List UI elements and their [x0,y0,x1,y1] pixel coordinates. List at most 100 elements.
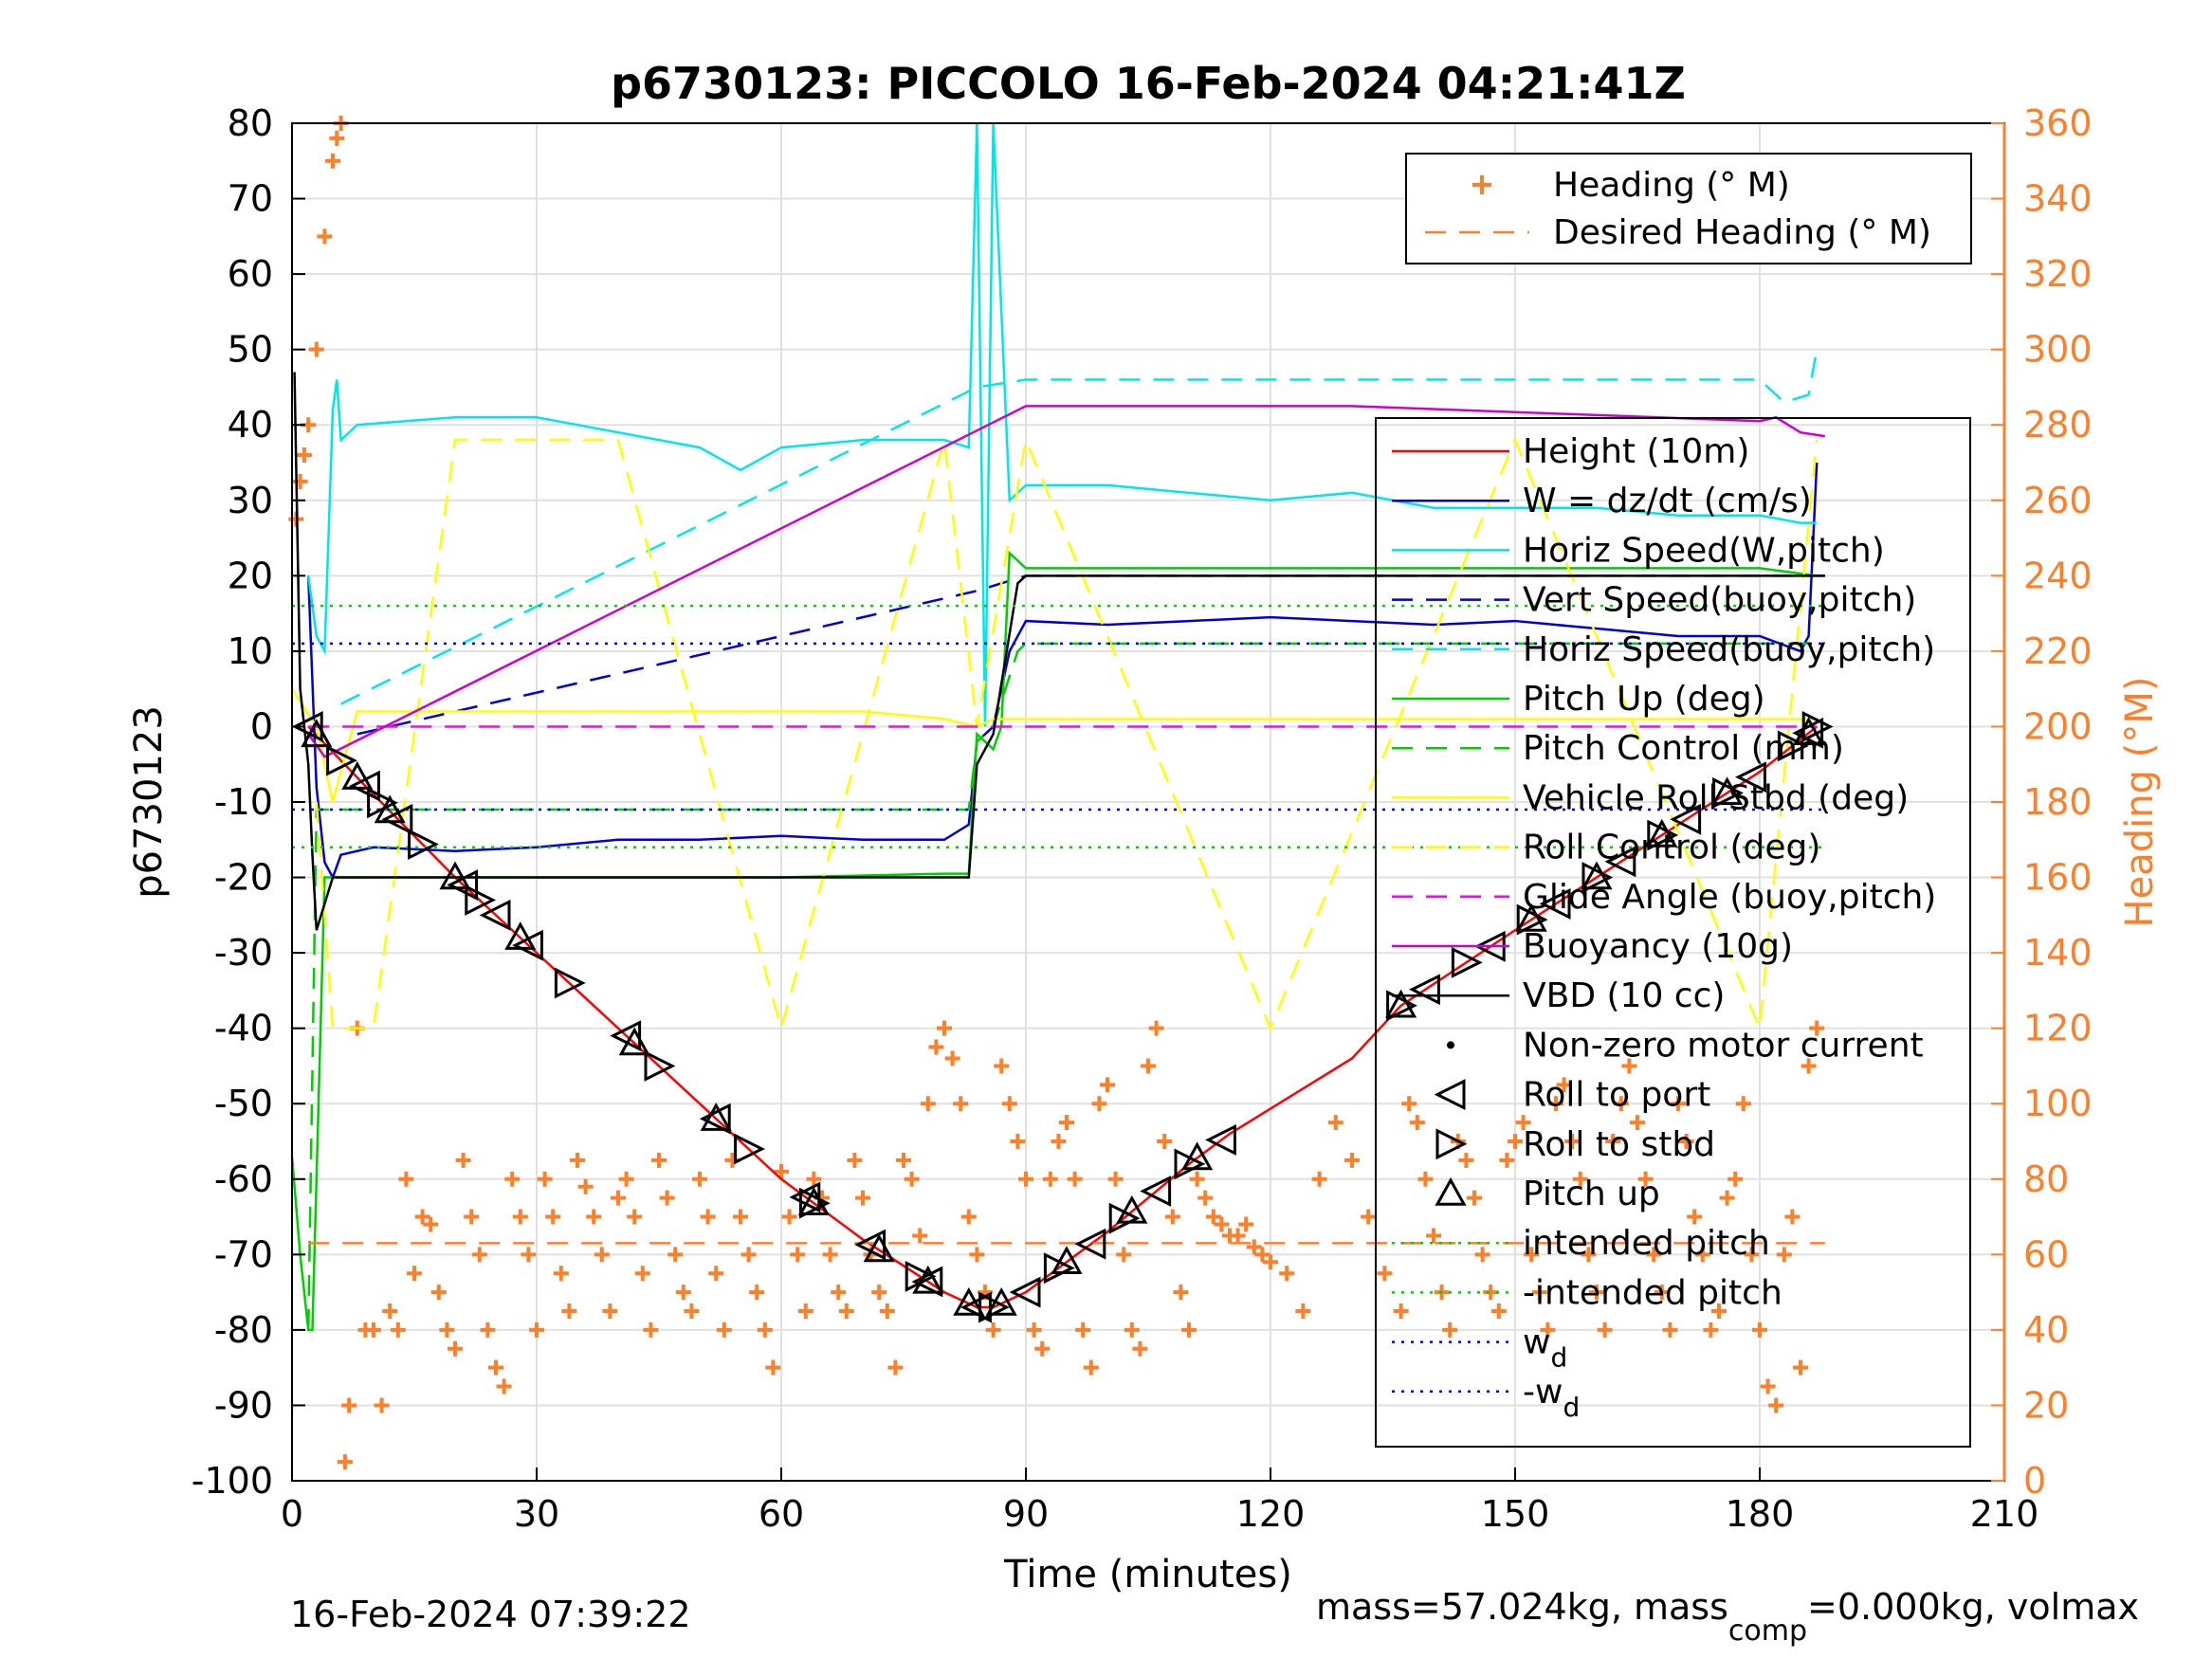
roll-to-stbd-marker [1386,990,1417,1022]
heading-point [740,1247,757,1263]
legend-label: Horiz Speed(W,pitch) [1523,531,1885,570]
heading-point [1776,1247,1792,1263]
heading-point [708,1266,724,1282]
heading-point [366,1322,381,1338]
heading-point [896,1152,911,1168]
y-right-tick-label: 180 [2023,781,2093,823]
heading-point [1531,1285,1547,1301]
series-line [306,642,1818,1330]
heading-point [1621,1058,1637,1074]
heading-point [1295,1304,1311,1319]
pitch-up-marker [374,794,406,824]
y-right-tick-label: 320 [2023,253,2093,295]
heading-point [448,1340,463,1357]
legend-label: W = dz/dt (cm/s) [1523,482,1812,520]
heading-point [1344,1152,1360,1168]
series-line [306,462,1819,881]
heading-point [659,1190,675,1206]
y-right-tick-label: 340 [2023,178,2093,220]
heading-point [308,341,324,357]
heading-point [1083,1359,1099,1376]
heading-point [994,1058,1010,1074]
legend-label: Buoyancy (10g) [1523,927,1793,966]
heading-point [1540,1322,1556,1338]
x-tick-label: 0 [281,1493,303,1535]
pitch-up-marker [504,921,537,950]
legend-label: Pitch up [1523,1175,1660,1213]
pitch-up-marker [301,719,333,748]
x-tick-label: 180 [1726,1493,1795,1535]
grid [291,122,2005,1482]
heading-point [1181,1322,1197,1338]
heading-point [455,1152,471,1168]
legend-label: -wd [1523,1373,1580,1423]
heading-point [790,1247,806,1263]
pitch-up-marker [953,1286,985,1316]
heading-point [1107,1171,1124,1187]
heading-point [651,1152,667,1168]
roll-to-port-marker [1670,803,1702,835]
heading-point [586,1209,602,1225]
heading-point [985,1322,1001,1338]
heading-point [879,1304,895,1319]
pitch-up-marker [1646,818,1678,848]
roll-to-stbd-marker [465,884,497,916]
heading-point [937,1020,952,1036]
y-left-tick-label: -90 [214,1384,273,1426]
legend-label: Non-zero motor current [1523,1026,1924,1065]
heading-point [1809,1020,1825,1036]
heading-point [1034,1340,1051,1357]
heading-point [953,1096,969,1112]
heading-point [1401,1096,1417,1112]
legend-label: Pitch Up (deg) [1523,680,1765,719]
heading-point [1010,1134,1026,1149]
heading-point [1141,1058,1156,1074]
heading-point [1042,1171,1058,1187]
roll-to-port-marker [699,1103,731,1135]
legend-label-subscript: d [1550,1342,1567,1374]
tick-layer: 0 30 60 90 120 150 180 21080706050403020100-10-… [192,102,2093,1535]
heading-point [797,1304,814,1319]
heading-point [1051,1134,1067,1149]
heading-point [1124,1322,1140,1338]
heading-point [1205,1209,1221,1225]
heading-point [1426,1228,1441,1244]
x-tick-label: 210 [1970,1493,2039,1535]
heading-point [1793,1359,1808,1376]
heading-point [545,1209,561,1225]
x-tick-label: 60 [759,1493,804,1535]
heading-point [553,1266,569,1282]
y-left-tick-label: -60 [214,1158,273,1200]
y-axis-label-right: Heading (°M) [2118,677,2162,928]
heading-point [781,1209,797,1225]
roll-to-stbd-marker [1647,819,1679,851]
y-right-tick-label: 140 [2023,932,2093,974]
heading-point [1678,1134,1694,1149]
heading-point [627,1209,643,1225]
heading-point [1637,1171,1654,1187]
heading-point [1173,1285,1189,1301]
heading-point [1361,1209,1377,1225]
heading-point [1116,1247,1132,1263]
heading-point [806,1171,822,1187]
heading-point [390,1322,406,1338]
heading-point [1238,1216,1254,1232]
heading-point [1548,1096,1563,1112]
heading-point [1164,1209,1180,1225]
heading-point [855,1190,870,1206]
heading-point [337,1454,353,1470]
heading-point [675,1285,691,1301]
heading-point [407,1266,422,1282]
roll-to-stbd-marker [1581,862,1614,893]
heading-point [1801,1058,1817,1074]
heading-point [1744,1247,1760,1263]
heading-point [296,447,312,464]
heading-point [969,1247,985,1263]
heading-point [1646,1247,1662,1263]
heading-point [577,1178,594,1194]
legend-label: -intended pitch [1523,1273,1782,1312]
series-line [293,372,1825,931]
heading-point [292,473,308,489]
heading-point [1458,1152,1474,1168]
